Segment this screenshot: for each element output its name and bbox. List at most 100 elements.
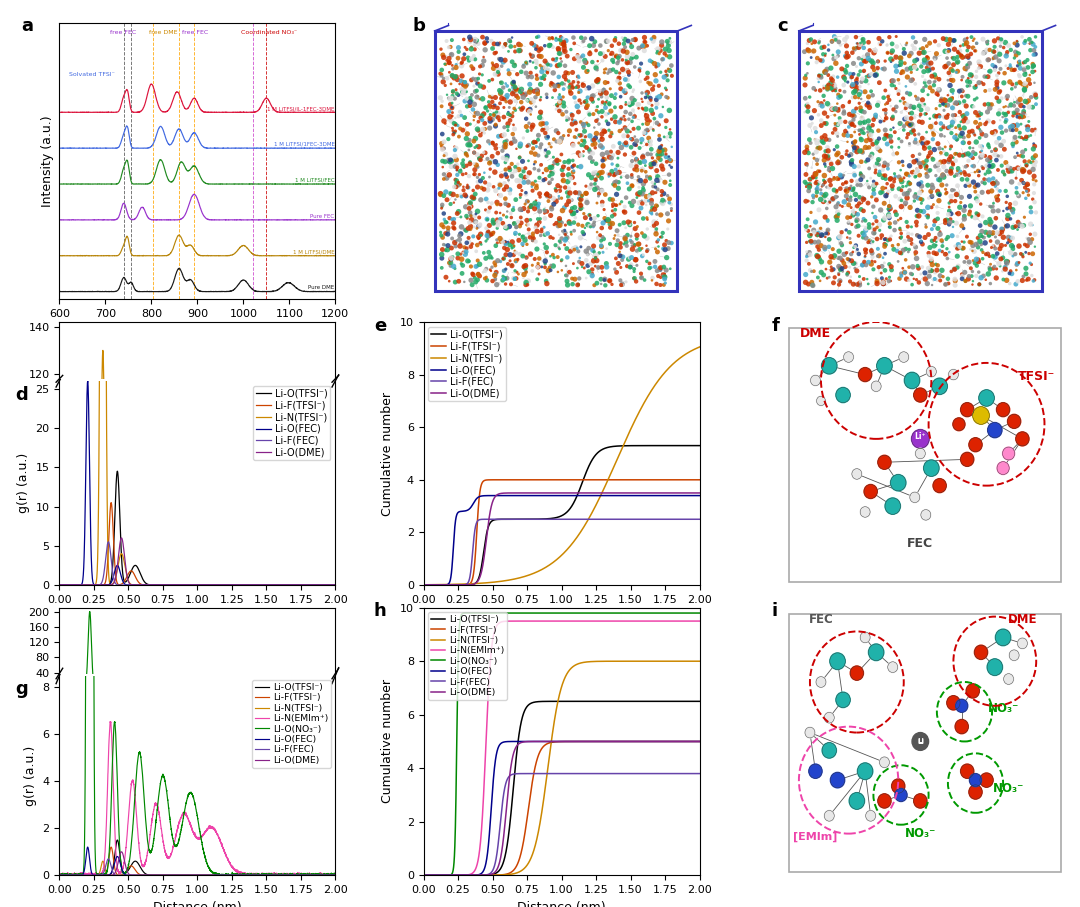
Point <box>897 111 915 125</box>
Point <box>490 181 508 196</box>
Point <box>442 187 459 201</box>
Li-N(TFSI⁻) <box>180 580 193 590</box>
Point <box>477 100 495 114</box>
Point <box>583 154 600 169</box>
Point <box>440 220 457 235</box>
Point <box>582 151 599 165</box>
Point <box>902 200 919 215</box>
Point <box>482 114 499 129</box>
Point <box>983 176 1000 190</box>
Point <box>824 78 841 93</box>
Point <box>652 109 670 123</box>
Point <box>508 83 525 97</box>
Point <box>978 43 996 57</box>
Point <box>853 52 870 66</box>
Point <box>843 109 861 123</box>
Point <box>980 267 997 281</box>
Point <box>478 232 496 247</box>
Point <box>1004 239 1022 254</box>
Point <box>580 81 597 95</box>
Point <box>475 106 492 121</box>
Point <box>605 139 622 153</box>
Point <box>513 162 530 177</box>
Point <box>933 244 950 258</box>
Point <box>447 60 464 74</box>
Point <box>526 84 543 99</box>
Point <box>656 238 673 252</box>
Point <box>860 90 877 104</box>
Point <box>801 248 819 262</box>
Point <box>516 260 534 275</box>
Point <box>975 230 993 245</box>
Point <box>661 31 678 45</box>
Point <box>656 70 673 84</box>
Point <box>974 161 991 176</box>
Point <box>1016 180 1034 195</box>
Point <box>954 126 971 141</box>
Point <box>1016 238 1034 252</box>
Point <box>942 150 959 164</box>
Point <box>555 99 572 113</box>
Point <box>581 219 598 233</box>
Point <box>843 217 861 231</box>
Point <box>982 277 999 291</box>
Point <box>861 221 878 236</box>
Point <box>988 261 1005 276</box>
Point <box>923 278 941 292</box>
Point <box>809 228 826 242</box>
Point <box>445 127 462 141</box>
Point <box>435 113 453 128</box>
Point <box>986 124 1003 139</box>
Point <box>474 92 491 106</box>
Point <box>860 77 877 92</box>
Point <box>801 219 819 233</box>
Point <box>603 112 620 126</box>
Point <box>468 73 485 87</box>
Point <box>958 63 975 78</box>
Point <box>959 71 976 85</box>
Point <box>515 90 532 104</box>
Point <box>527 100 544 114</box>
Point <box>588 62 605 76</box>
Point <box>513 216 530 230</box>
Point <box>477 101 495 115</box>
Point <box>522 83 539 97</box>
Point <box>935 170 953 184</box>
Point <box>990 54 1008 68</box>
Point <box>865 187 882 201</box>
Point <box>438 54 456 68</box>
Point <box>845 135 862 150</box>
Li-F(FEC) <box>171 870 184 881</box>
Point <box>930 187 947 201</box>
Point <box>490 113 508 128</box>
Point <box>866 44 883 58</box>
Point <box>819 214 836 229</box>
Point <box>820 78 837 93</box>
Point <box>806 235 823 249</box>
Point <box>538 186 555 200</box>
Point <box>515 59 532 73</box>
Point <box>457 86 474 101</box>
Point <box>825 250 842 265</box>
Point <box>457 247 474 261</box>
Point <box>1011 75 1028 90</box>
Point <box>971 277 988 291</box>
Point <box>536 202 553 217</box>
Point <box>939 241 956 256</box>
Point <box>554 76 571 91</box>
Point <box>617 230 634 245</box>
Point <box>487 239 504 253</box>
Text: d: d <box>15 385 28 404</box>
Point <box>553 231 570 246</box>
Point <box>852 167 869 181</box>
Point <box>881 220 899 235</box>
Point <box>875 168 892 182</box>
Point <box>463 40 481 54</box>
Point <box>982 153 999 168</box>
Point <box>617 97 634 112</box>
Point <box>538 240 555 255</box>
Point <box>638 254 656 268</box>
Point <box>489 146 507 161</box>
Point <box>846 41 863 55</box>
Point <box>555 82 572 96</box>
